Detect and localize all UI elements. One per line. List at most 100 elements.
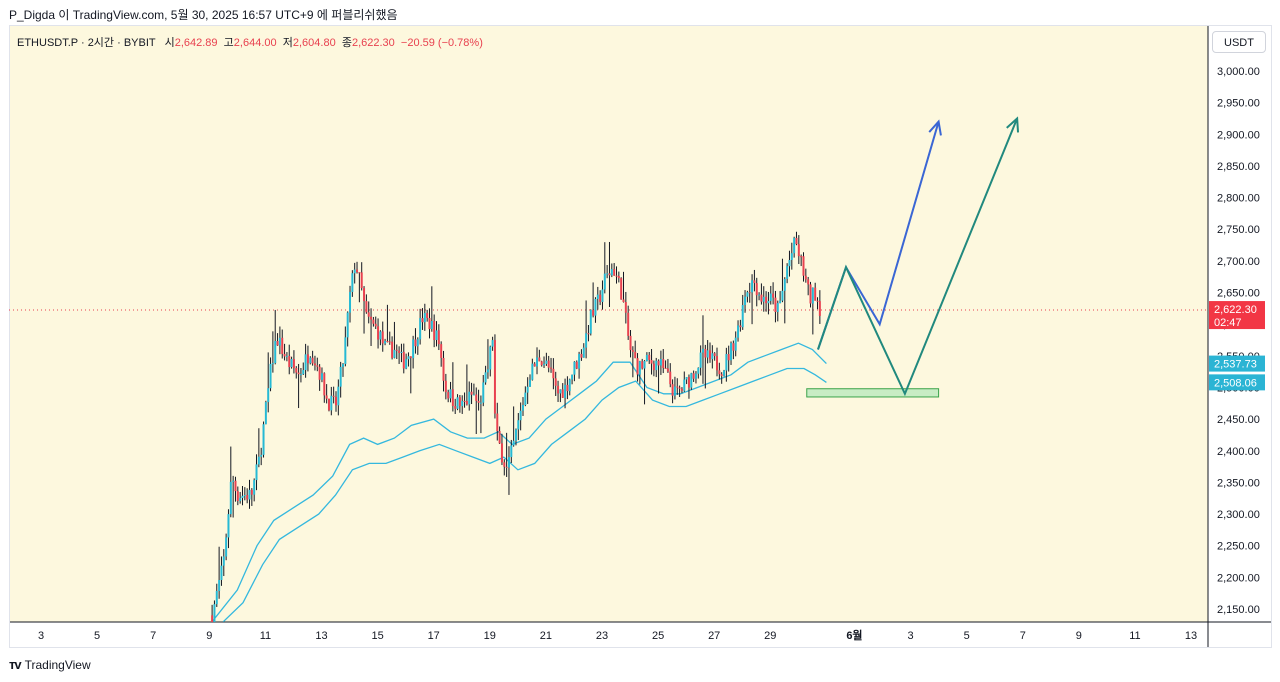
candle-body xyxy=(327,398,330,411)
candle-body xyxy=(246,494,249,500)
candle-body xyxy=(641,361,644,369)
candle-body xyxy=(620,278,623,300)
candle-body xyxy=(519,410,522,421)
x-tick-label: 7 xyxy=(1020,630,1026,642)
candle-body xyxy=(706,350,709,358)
y-tick-label: 2,250.00 xyxy=(1217,541,1260,553)
candle-body xyxy=(648,354,651,360)
candle-body xyxy=(386,341,389,343)
y-tick-label: 2,950.00 xyxy=(1217,98,1260,110)
candle-body xyxy=(650,359,653,364)
candle-body xyxy=(629,335,632,351)
tradingview-logo[interactable]: ᴛᴠ TradingView xyxy=(9,657,91,672)
candle-body xyxy=(608,273,611,276)
candle-body xyxy=(790,253,793,260)
candle-body xyxy=(292,358,295,368)
candle-body xyxy=(704,348,707,358)
candle-body xyxy=(683,379,686,391)
candle-body xyxy=(566,384,569,392)
candle-body xyxy=(433,321,436,341)
candle-body xyxy=(746,292,749,297)
candle-body xyxy=(402,351,405,369)
candle-body xyxy=(218,579,221,591)
candle-body xyxy=(659,358,662,366)
candle-body xyxy=(257,456,260,465)
candle-body xyxy=(666,368,669,372)
candle-body xyxy=(627,312,630,336)
candle-body xyxy=(302,370,305,375)
candle-body xyxy=(493,340,496,414)
candle-body xyxy=(788,259,791,267)
candle-body xyxy=(468,391,471,405)
y-tick-label: 2,200.00 xyxy=(1217,572,1260,584)
candle-body xyxy=(454,406,457,409)
candle-body xyxy=(334,396,337,406)
x-tick-label: 23 xyxy=(596,630,608,642)
candle-body xyxy=(734,337,737,351)
candle-body xyxy=(407,356,410,360)
candle-body xyxy=(624,302,627,313)
candle-body xyxy=(222,556,225,566)
candle-body xyxy=(517,420,520,430)
chart-canvas[interactable]: 2,150.00 2,200.00 2,250.00 2,300.00 2,350.00… xyxy=(9,25,1272,648)
candle-body xyxy=(571,374,574,380)
candle-body xyxy=(739,325,742,328)
candle-body xyxy=(299,374,302,376)
candle-body xyxy=(398,350,401,353)
candle-body xyxy=(529,379,532,387)
candle-body xyxy=(701,348,704,353)
candle-body xyxy=(694,373,697,379)
candle-body xyxy=(589,310,592,334)
candle-body xyxy=(500,443,503,463)
candle-body xyxy=(811,287,814,304)
candle-body xyxy=(316,365,319,367)
candle-body xyxy=(762,296,765,302)
candle-body xyxy=(599,294,602,302)
candle-body xyxy=(260,454,263,457)
symbol-label[interactable]: ETHUSDT.P · 2시간 · BYBIT xyxy=(17,37,156,49)
x-tick-label: 11 xyxy=(260,630,271,642)
candle-body xyxy=(568,379,571,392)
candle-body xyxy=(213,604,216,622)
candle-body xyxy=(479,402,482,404)
candle-body xyxy=(606,273,609,275)
candle-body xyxy=(596,294,599,299)
candle-body xyxy=(337,386,340,406)
candle-body xyxy=(356,269,359,273)
candle-body xyxy=(395,349,398,351)
candle-body xyxy=(215,590,218,605)
publish-info: P_Digda 이 TradingView.com, 5월 30, 2025 1… xyxy=(9,8,398,22)
candle-body xyxy=(358,272,361,274)
currency-button[interactable]: USDT xyxy=(1212,31,1266,53)
candle-body xyxy=(442,357,445,381)
candle-body xyxy=(288,355,291,368)
candle-body xyxy=(248,489,251,500)
candle-body xyxy=(540,361,543,366)
candle-body xyxy=(536,357,539,367)
candle-body xyxy=(692,373,695,379)
projection-green-path xyxy=(817,118,1019,397)
candle-body xyxy=(634,351,637,359)
candle-body xyxy=(631,350,634,352)
chart-area[interactable]: 2,150.00 2,200.00 2,250.00 2,300.00 2,350.00… xyxy=(9,25,1272,648)
high-value: 2,644.00 xyxy=(233,37,277,49)
candle-body xyxy=(774,297,777,313)
candle-body xyxy=(725,354,728,371)
candle-body xyxy=(699,352,702,368)
support-zone xyxy=(806,388,940,398)
candle-body xyxy=(344,337,347,364)
y-tick-label: 2,300.00 xyxy=(1217,509,1260,521)
close-label: 종 xyxy=(341,37,352,49)
candle-body xyxy=(290,358,293,368)
band-lower-line xyxy=(222,367,827,622)
candle-body xyxy=(643,361,646,369)
candle-body xyxy=(615,275,618,277)
candle-body xyxy=(503,462,506,467)
candle-body xyxy=(264,402,267,425)
candle-body xyxy=(622,299,625,303)
symbol-legend: ETHUSDT.P · 2시간 · BYBIT 시2,642.89 고2,644… xyxy=(17,34,483,50)
candle-body xyxy=(255,464,258,481)
candle-body xyxy=(718,370,721,375)
band-badge-value: 2,508.06 xyxy=(1214,377,1257,389)
candle-body xyxy=(755,283,758,296)
